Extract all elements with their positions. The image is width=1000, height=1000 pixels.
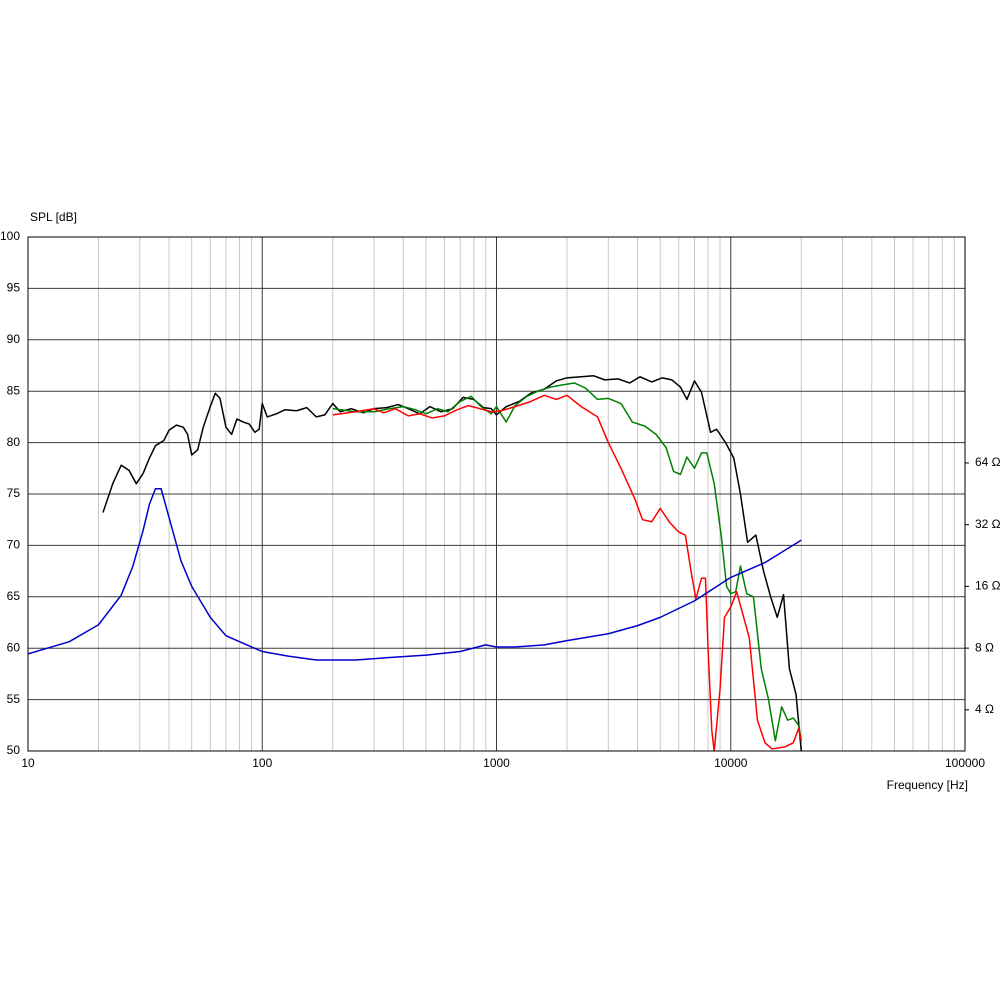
y-tick-label: 90 (7, 332, 21, 346)
x-tick-label: 1000 (483, 756, 510, 770)
y-tick-label: 60 (7, 640, 21, 654)
y-tick-label: 75 (7, 486, 21, 500)
x-tick-label: 100 (252, 756, 272, 770)
y-tick-label: 50 (7, 743, 21, 757)
plot-frame (27, 236, 966, 752)
y2-tick-label: 32 Ω (975, 517, 1000, 531)
y-axis-title: SPL [dB] (30, 210, 77, 224)
series-line (332, 394, 803, 751)
series-line (332, 382, 803, 742)
series-line (102, 375, 803, 751)
labels: 50 55 60 65 70 75 80 85 90 95 100 10 100 1000 10000 100… (0, 229, 1000, 770)
series-line (28, 487, 802, 661)
y2-tick-label: 16 Ω (975, 579, 1000, 593)
y2-tick-label: 8 Ω (975, 640, 994, 654)
y-tick-label: 70 (7, 538, 21, 552)
y-tick-label: 55 (7, 692, 21, 706)
y2-tick-label: 64 Ω (975, 455, 1000, 469)
x-tick-label: 10000 (714, 756, 748, 770)
x-tick-label: 10 (21, 756, 35, 770)
y-tick-label: 100 (0, 229, 20, 243)
x-axis-title: Frequency [Hz] (887, 778, 968, 792)
y-tick-label: 80 (7, 435, 21, 449)
lines (28, 375, 803, 751)
x-tick-label: 100000 (945, 756, 985, 770)
y-tick-label: 65 (7, 589, 21, 603)
y-tick-label: 85 (7, 383, 21, 397)
y-tick-label: 95 (7, 281, 21, 295)
y2-tick-label: 4 Ω (975, 702, 994, 716)
